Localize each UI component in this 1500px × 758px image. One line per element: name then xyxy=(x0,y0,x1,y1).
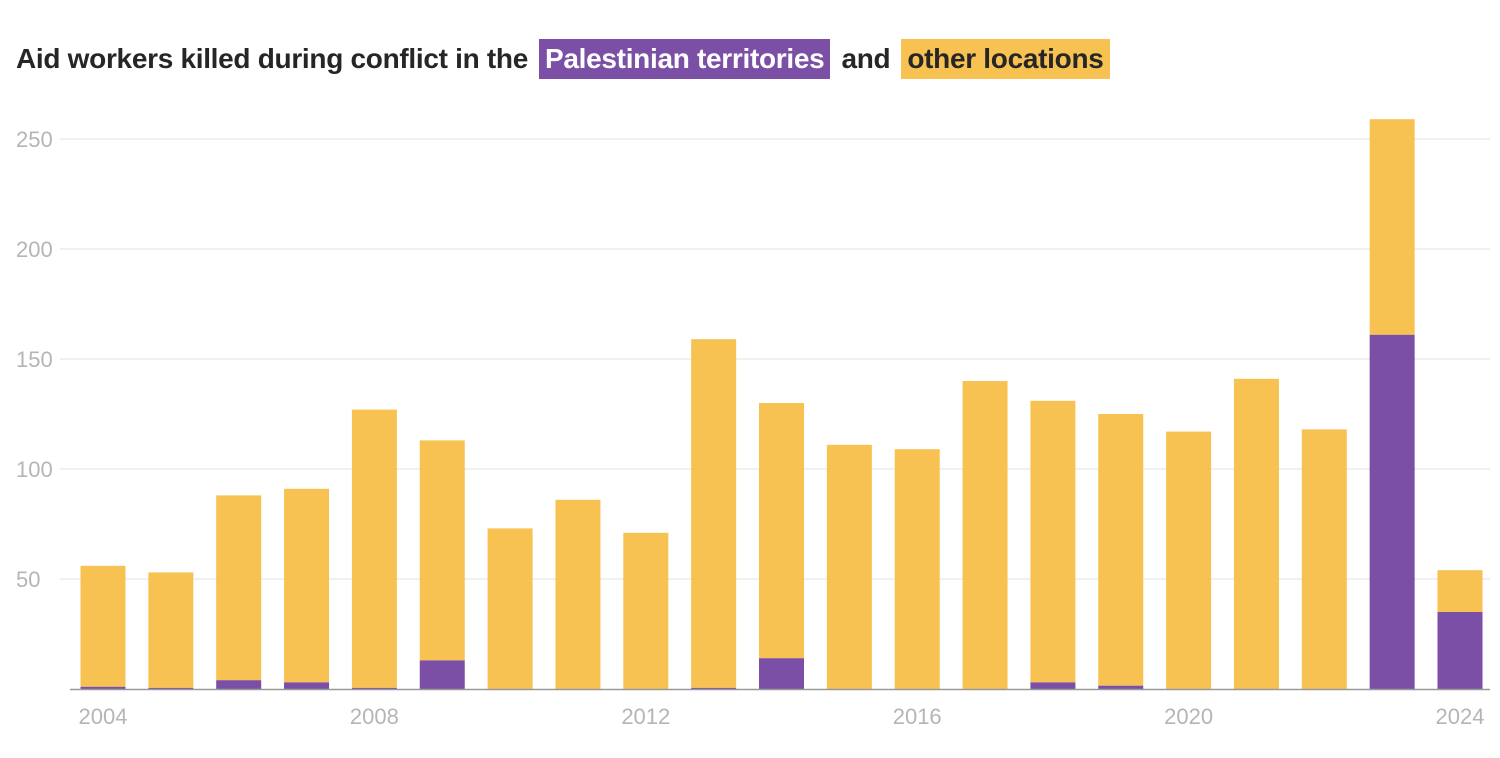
bar-palestinian-2007 xyxy=(284,682,330,689)
bar-palestinian-2008 xyxy=(351,687,397,689)
y-tick-label-100: 100 xyxy=(16,457,53,482)
bar-palestinian-2024 xyxy=(1437,612,1483,689)
x-tick-label-2020: 2020 xyxy=(1164,704,1213,729)
x-tick-label-2008: 2008 xyxy=(350,704,399,729)
title-middle: and xyxy=(841,43,891,74)
bar-other-2018 xyxy=(1030,400,1076,683)
title-prefix: Aid workers killed during conflict in th… xyxy=(16,43,528,74)
bar-other-2015 xyxy=(826,444,872,689)
bar-other-2014 xyxy=(759,403,804,659)
bar-palestinian-2019 xyxy=(1098,685,1144,689)
bar-palestinian-2009 xyxy=(419,660,465,689)
bar-palestinian-2014 xyxy=(759,658,804,689)
bar-other-2019 xyxy=(1098,414,1144,686)
bar-other-2011 xyxy=(555,499,601,689)
bar-other-2004 xyxy=(80,565,126,687)
y-tick-label-150: 150 xyxy=(16,347,53,372)
chart-title: Aid workers killed during conflict in th… xyxy=(16,38,1112,80)
bar-other-2024 xyxy=(1437,570,1483,612)
bar-other-2013 xyxy=(691,339,737,688)
bar-palestinian-2013 xyxy=(691,687,737,689)
bar-other-2008 xyxy=(351,409,397,688)
bar-other-2023 xyxy=(1369,119,1415,335)
y-tick-label-50: 50 xyxy=(16,567,40,592)
bar-other-2007 xyxy=(284,488,330,683)
bar-other-2017 xyxy=(962,381,1008,689)
bar-other-2020 xyxy=(1166,431,1212,689)
bar-other-2022 xyxy=(1301,429,1347,689)
bar-other-2021 xyxy=(1233,378,1279,689)
legend-palestinian-territories: Palestinian territories xyxy=(539,39,831,79)
bar-other-2005 xyxy=(148,572,194,688)
bar-palestinian-2018 xyxy=(1030,682,1076,689)
legend-other-locations: other locations xyxy=(901,39,1110,79)
x-tick-label-2024: 2024 xyxy=(1436,704,1485,729)
bar-palestinian-2006 xyxy=(216,680,262,689)
bar-other-2010 xyxy=(487,528,533,689)
bar-palestinian-2004 xyxy=(80,686,126,689)
y-tick-label-200: 200 xyxy=(16,237,53,262)
bar-other-2012 xyxy=(623,532,669,689)
bar-palestinian-2023 xyxy=(1369,334,1415,689)
bar-other-2009 xyxy=(419,440,465,661)
bar-other-2016 xyxy=(894,449,940,689)
bar-other-2006 xyxy=(216,495,262,681)
x-tick-label-2004: 2004 xyxy=(79,704,128,729)
x-tick-label-2016: 2016 xyxy=(893,704,942,729)
bar-palestinian-2005 xyxy=(148,687,194,689)
x-tick-label-2012: 2012 xyxy=(621,704,670,729)
y-tick-label-250: 250 xyxy=(16,127,53,152)
